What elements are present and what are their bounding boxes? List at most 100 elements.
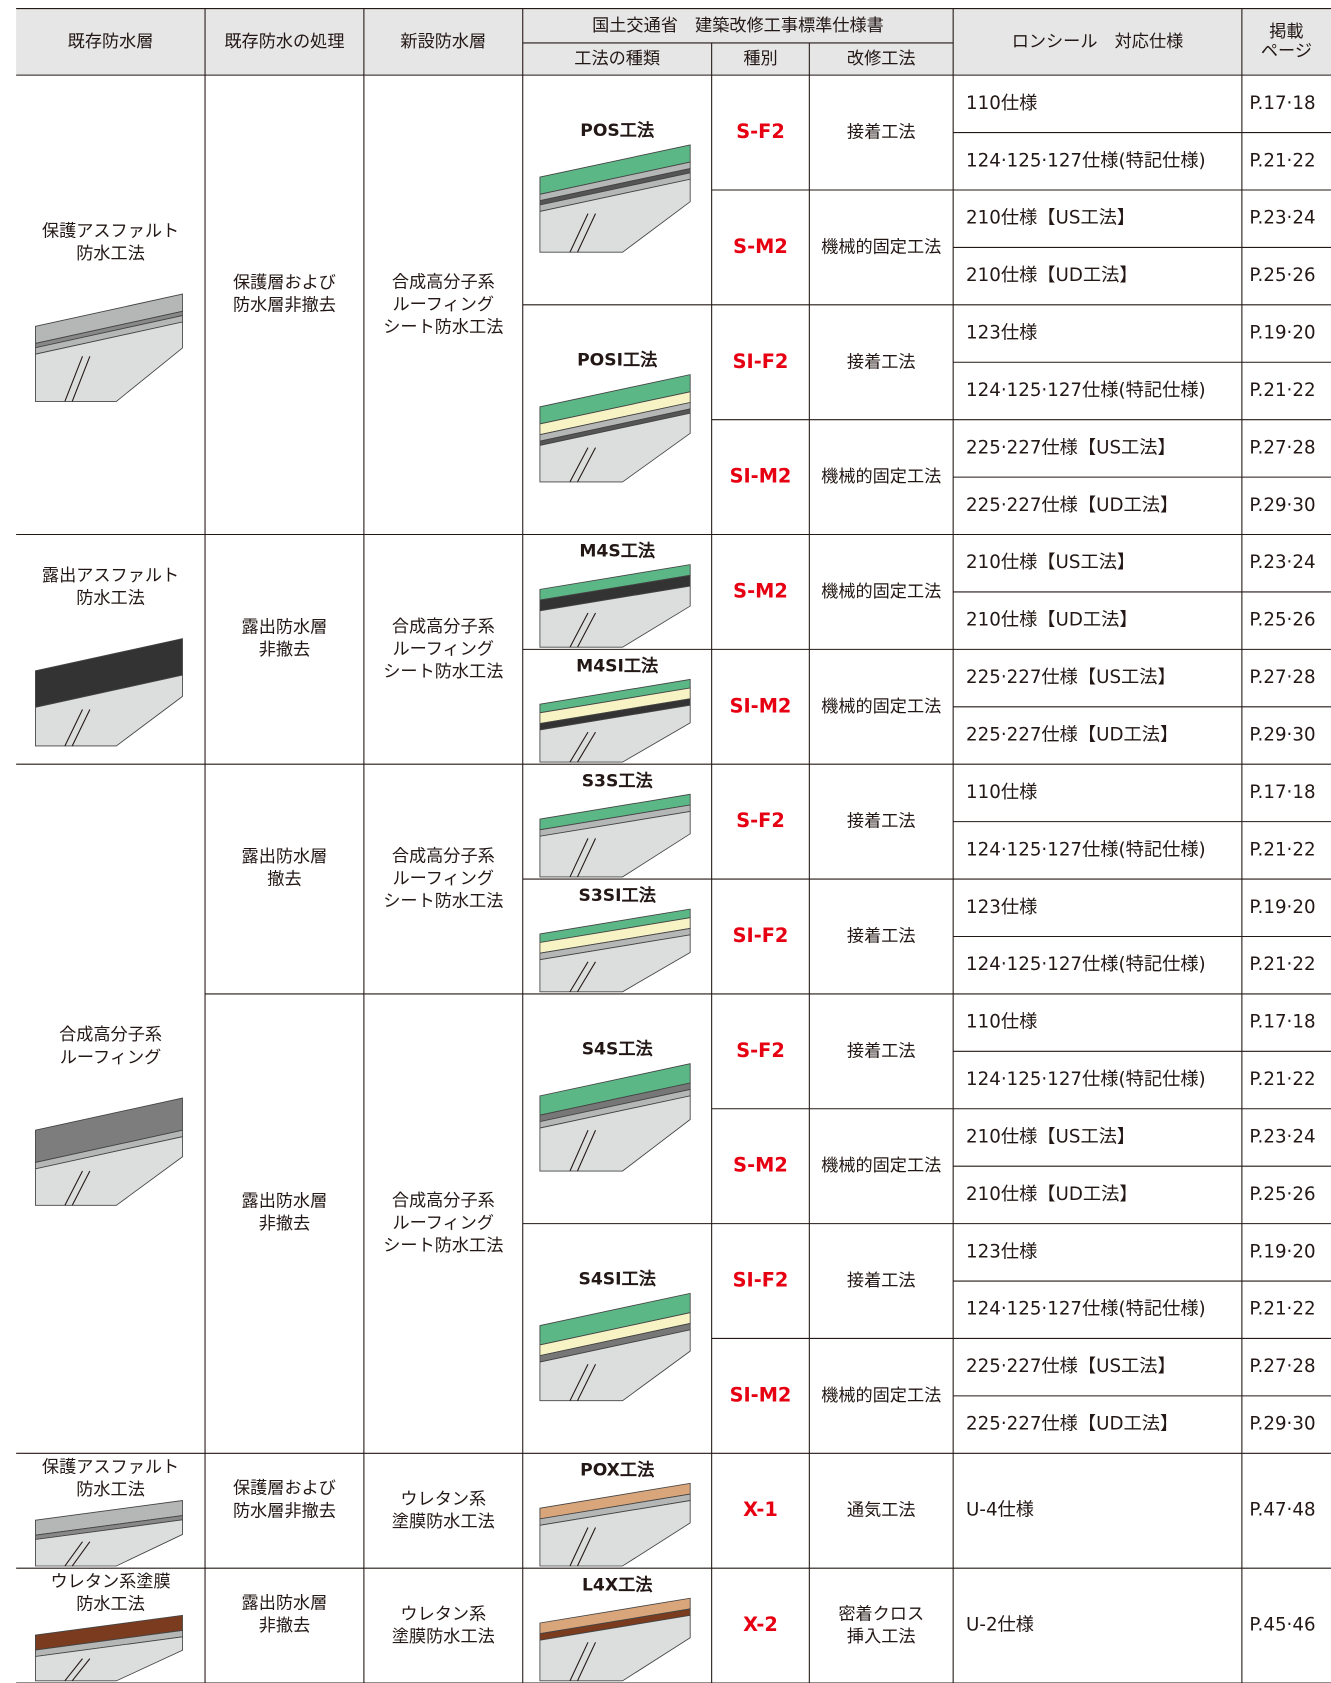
illustration	[35, 1097, 183, 1206]
spec-name: 110仕様	[966, 93, 1037, 114]
crack	[577, 612, 596, 648]
page-ref: P.23·24	[1249, 1126, 1315, 1147]
page-ref: P.27·28	[1249, 1356, 1315, 1377]
spec-name: 210仕様【US工法】	[966, 552, 1135, 573]
spec-name: 225·227仕様【US工法】	[966, 437, 1176, 458]
crack	[569, 612, 589, 648]
illustration	[539, 374, 691, 483]
spec-name: 124·125·127仕様(特記仕様)	[966, 150, 1206, 171]
crack	[569, 838, 589, 878]
type-code: SI-M2	[730, 465, 792, 488]
illustration	[539, 1597, 691, 1682]
page-ref: P.27·28	[1249, 667, 1315, 688]
spec-name: 225·227仕様【UD工法】	[966, 1414, 1178, 1435]
illustration	[539, 1063, 691, 1172]
spec-name: 124·125·127仕様(特記仕様)	[966, 380, 1206, 401]
spec-name: 123仕様	[966, 897, 1037, 918]
page-ref: P.17·18	[1249, 1012, 1315, 1033]
header-cell: 掲載	[1269, 22, 1303, 42]
new-layer: シート防水工法	[383, 892, 503, 912]
crack	[64, 1170, 83, 1206]
type-code: SI-M2	[730, 1383, 792, 1406]
treatment: 撤去	[267, 870, 301, 890]
crack	[64, 1541, 83, 1567]
type-code: S-M2	[733, 1154, 788, 1177]
page-ref: P.17·18	[1249, 782, 1315, 803]
repair-method: 機械的固定工法	[821, 467, 941, 487]
crack	[577, 731, 596, 763]
existing-layer: ウレタン系塗膜	[51, 1572, 171, 1592]
treatment: 保護層および	[233, 273, 336, 293]
spec-name: 124·125·127仕様(特記仕様)	[966, 954, 1206, 975]
treatment: 非撤去	[259, 1616, 310, 1636]
slab	[35, 674, 183, 747]
treatment: 露出防水層	[242, 1594, 328, 1614]
illustration	[539, 908, 691, 993]
spec-name: 123仕様	[966, 323, 1037, 344]
page-ref: P.29·30	[1249, 1414, 1315, 1435]
type-code: SI-F2	[733, 924, 789, 947]
spec-name: 210仕様【UD工法】	[966, 1184, 1138, 1205]
illustration	[35, 1500, 183, 1567]
crack	[569, 961, 589, 993]
repair-method: 接着工法	[847, 1041, 916, 1061]
page-ref: P.21·22	[1249, 150, 1315, 171]
method-name: M4S工法	[579, 541, 655, 562]
slab	[539, 1329, 691, 1402]
illustration	[35, 638, 183, 747]
type-code: S-M2	[733, 235, 788, 258]
crack	[71, 1541, 91, 1567]
page-ref: P.23·24	[1249, 208, 1315, 229]
spec-name: 110仕様	[966, 782, 1037, 803]
slab	[35, 1136, 183, 1206]
header-cell: ロンシール 対応仕様	[1012, 32, 1184, 52]
spec-name: 210仕様【UD工法】	[966, 610, 1138, 631]
method-name: S3S工法	[582, 770, 653, 791]
repair-method: 接着工法	[847, 352, 916, 372]
new-layer: シート防水工法	[383, 662, 503, 682]
crack	[569, 1130, 589, 1172]
page-ref: P.21·22	[1249, 380, 1315, 401]
repair-method: 機械的固定工法	[821, 1386, 941, 1406]
spec-name: 225·227仕様【UD工法】	[966, 495, 1178, 516]
spec-name: 124·125·127仕様(特記仕様)	[966, 1069, 1206, 1090]
header-cell: 新設防水層	[400, 32, 486, 52]
header-cell: 種別	[743, 49, 777, 69]
method-name: POSI工法	[577, 350, 657, 371]
page-ref: P.21·22	[1249, 1069, 1315, 1090]
illustration	[35, 1614, 183, 1682]
illustration	[539, 144, 691, 253]
page-ref: P.47·48	[1249, 1500, 1315, 1521]
type-code: X-2	[743, 1613, 778, 1636]
treatment: 非撤去	[259, 1214, 310, 1234]
repair-method: 接着工法	[847, 123, 916, 143]
crack	[576, 838, 597, 878]
new-layer: シート防水工法	[383, 1236, 503, 1256]
header-cell: 国土交通省 建築改修工事標準仕様書	[592, 16, 884, 36]
page-ref: P.19·20	[1249, 1241, 1315, 1262]
new-layer: 合成高分子系	[392, 1191, 495, 1211]
page-ref: P.23·24	[1249, 552, 1315, 573]
page-ref: P.21·22	[1249, 839, 1315, 860]
crack	[577, 961, 596, 993]
existing-layer: 防水工法	[76, 244, 145, 264]
illustration	[539, 793, 691, 878]
method-name: S4S工法	[582, 1039, 653, 1060]
method-name: POX工法	[580, 1459, 654, 1480]
spec-name: 225·227仕様【UD工法】	[966, 725, 1178, 746]
type-code: S-F2	[736, 120, 785, 143]
crack	[64, 356, 84, 402]
illustration	[539, 1482, 691, 1567]
type-code: S-F2	[736, 1039, 785, 1062]
new-layer: ルーフィング	[393, 639, 495, 659]
crack	[576, 1642, 597, 1682]
spec-name: 124·125·127仕様(特記仕様)	[966, 1299, 1206, 1320]
slab	[539, 704, 691, 763]
existing-layer: 露出アスファルト	[42, 566, 179, 586]
illustration	[35, 293, 183, 402]
header-cell: 既存防水層	[68, 32, 154, 52]
spec-name: U-4仕様	[966, 1500, 1034, 1521]
new-layer: 合成高分子系	[392, 272, 495, 292]
